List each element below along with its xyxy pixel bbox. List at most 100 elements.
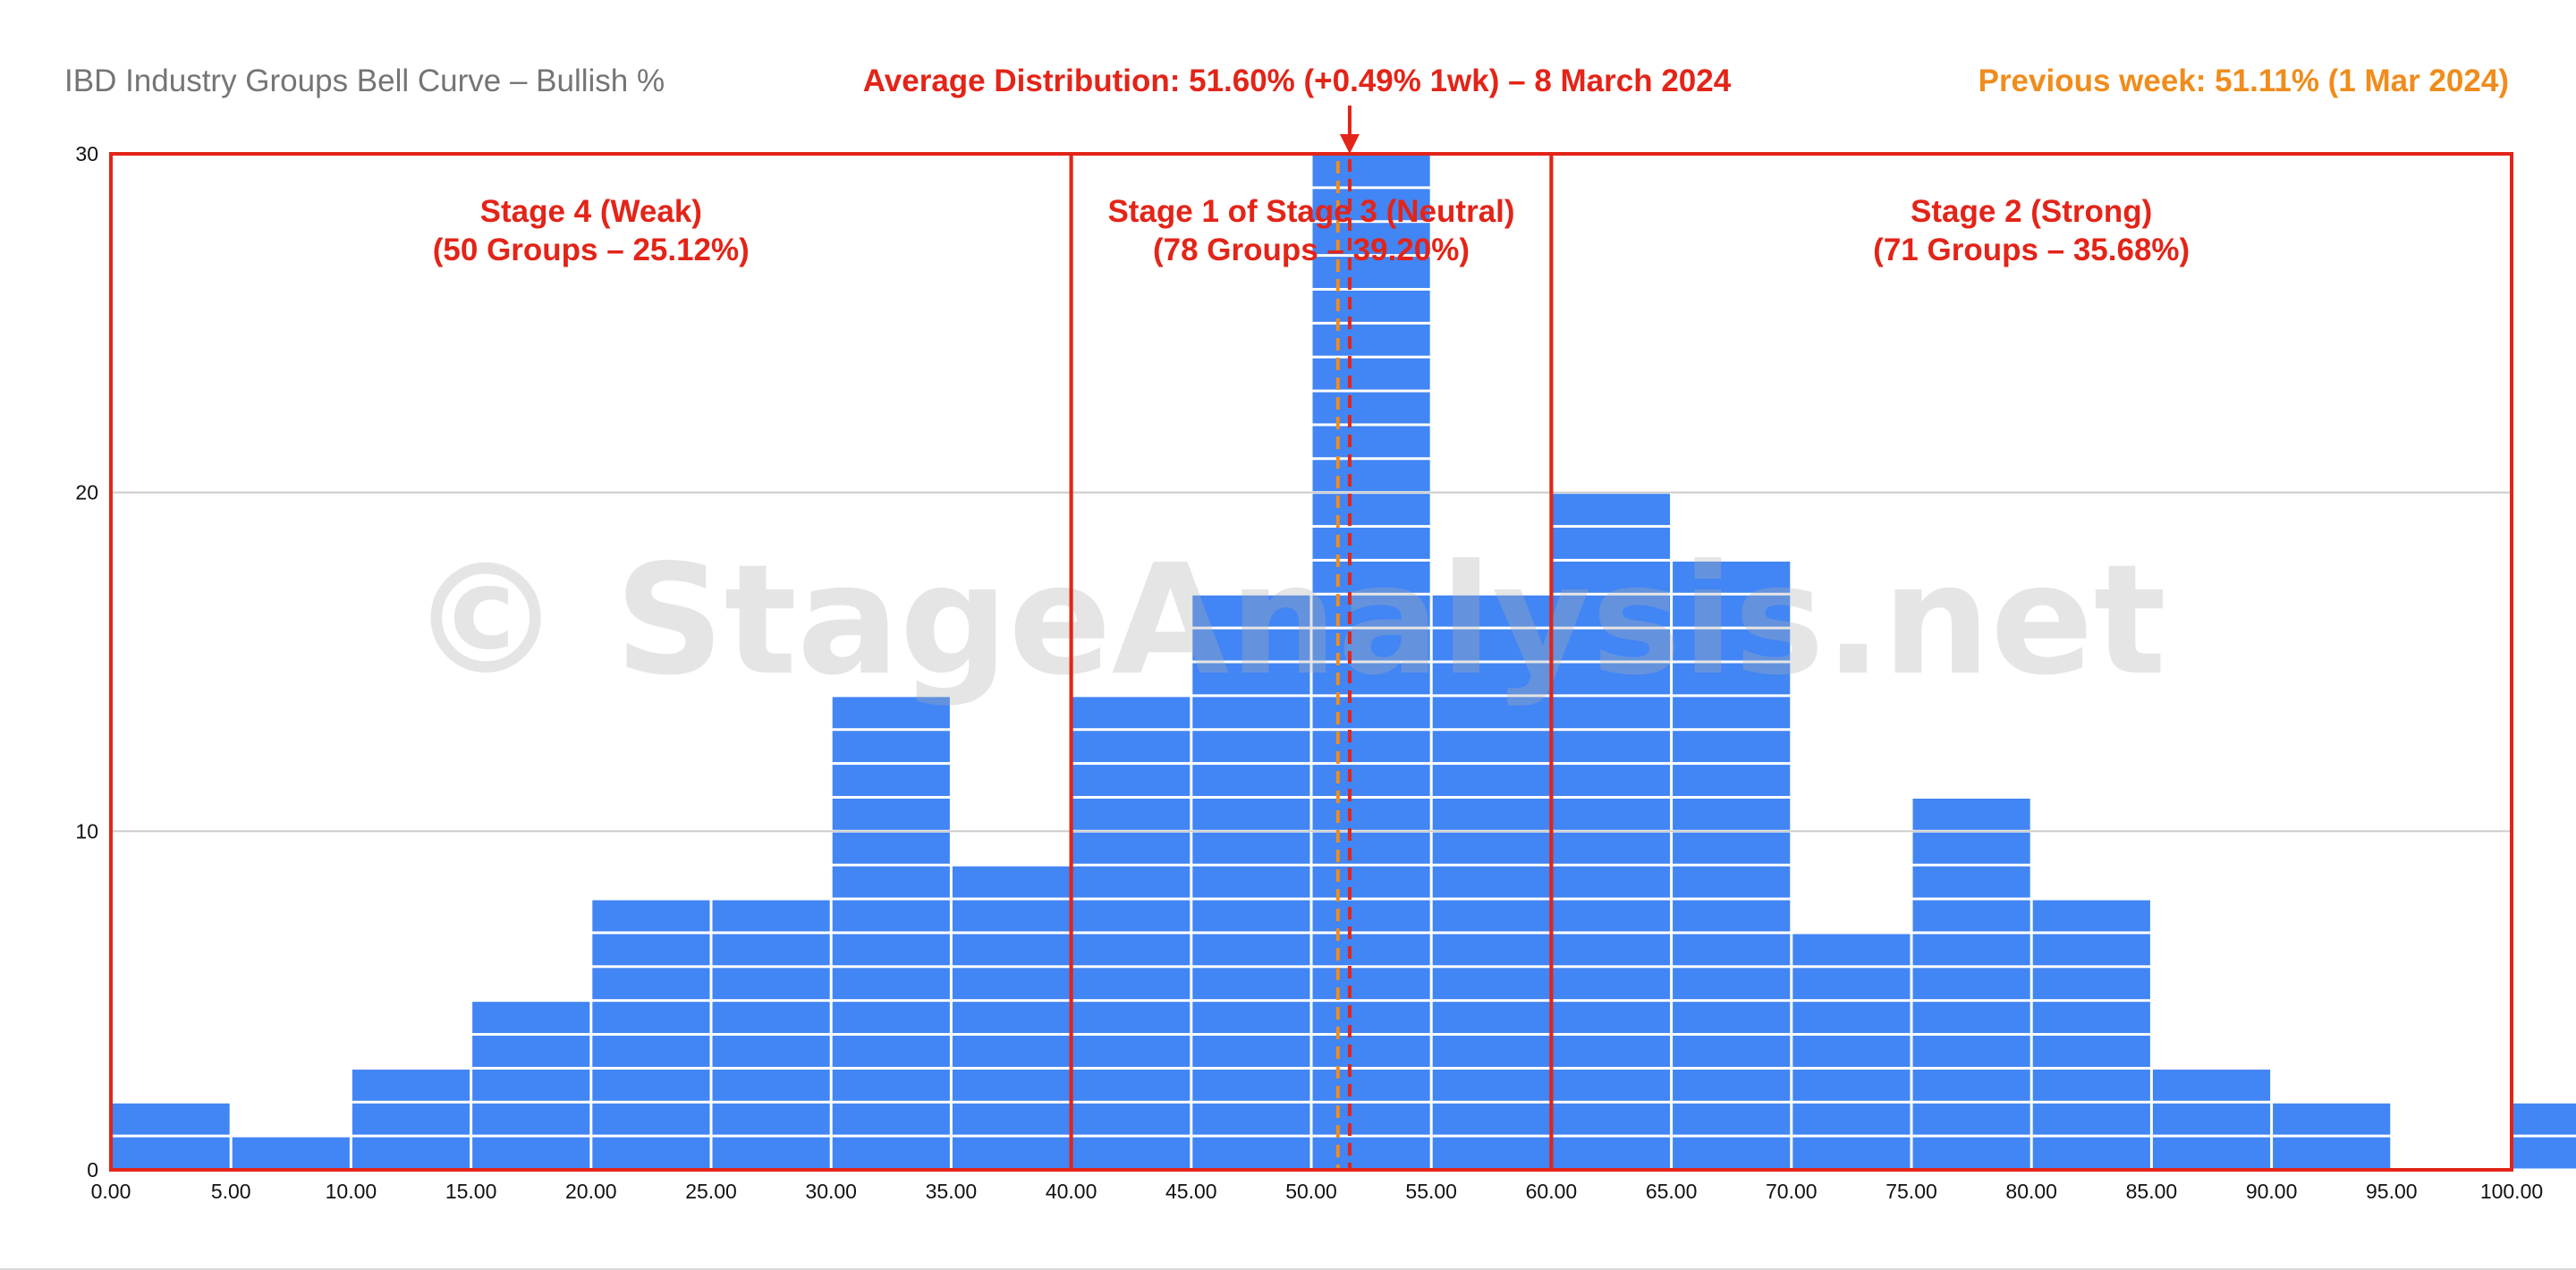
bar-segment xyxy=(1312,528,1430,559)
bar-segment xyxy=(1792,1002,1911,1034)
bar-segment xyxy=(1312,392,1430,424)
stage-zones: Stage 4 (Weak) (50 Groups – 25.12%) Stage … xyxy=(109,152,2513,1172)
stage-zone-subtitle: (78 Groups – 39.20%) xyxy=(1153,233,1470,267)
bar-segment xyxy=(1673,1002,1791,1034)
bar-segment xyxy=(1312,832,1430,864)
bar-segment xyxy=(832,1103,950,1135)
bar-segment xyxy=(232,1137,350,1169)
histogram-bar xyxy=(592,900,710,1169)
bar-segment xyxy=(1912,934,2030,966)
bar-segment xyxy=(1912,1103,2030,1135)
stage-zone-subtitle: (71 Groups – 35.68%) xyxy=(1873,233,2190,267)
bar-segment xyxy=(1312,798,1430,830)
x-tick-label: 100.00 xyxy=(2480,1180,2543,1203)
x-tick-label: 70.00 xyxy=(1766,1180,1818,1203)
bar-segment xyxy=(1432,595,1550,627)
bar-segment xyxy=(1552,900,1671,932)
bar-segment xyxy=(1312,290,1430,322)
bar-segment xyxy=(1432,629,1550,661)
bar-segment xyxy=(1792,1137,1911,1169)
x-tick-label: 20.00 xyxy=(565,1180,617,1203)
bar-segment xyxy=(832,900,950,932)
bar-segment xyxy=(952,934,1071,966)
bar-segment xyxy=(1192,629,1310,661)
bar-segment xyxy=(1312,765,1430,796)
bar-segment xyxy=(712,1002,830,1034)
bar-segment xyxy=(1912,798,2030,830)
bar-segment xyxy=(1432,968,1550,1000)
bar-segment xyxy=(1552,561,1671,593)
bar-segment xyxy=(1072,1137,1191,1169)
stage-zone-box xyxy=(1549,152,2513,1172)
bar-segment xyxy=(2032,1036,2150,1067)
bar-segment xyxy=(2032,1069,2150,1101)
bar-segment xyxy=(712,934,830,966)
bar-segment xyxy=(472,1069,590,1101)
bar-segment xyxy=(1312,358,1430,390)
x-tick-label: 60.00 xyxy=(1526,1180,1578,1203)
bar-segment xyxy=(952,866,1071,898)
bar-segment xyxy=(1552,798,1671,830)
bar-segment xyxy=(1792,1069,1911,1101)
bar-segment xyxy=(2512,1103,2576,1135)
bar-segment xyxy=(1912,832,2030,864)
y-axis: 0 10 20 30 xyxy=(75,142,98,1181)
bar-segment xyxy=(1072,934,1191,966)
bar-segment xyxy=(832,697,950,729)
bar-segment xyxy=(592,1103,710,1135)
bar-segment xyxy=(1912,866,2030,898)
bar-segment xyxy=(1432,934,1550,966)
x-tick-label: 15.00 xyxy=(445,1180,497,1203)
bar-segment xyxy=(1552,1002,1671,1034)
histogram-bar xyxy=(2512,1103,2576,1169)
bar-segment xyxy=(832,1069,950,1101)
bar-segment xyxy=(2032,968,2150,1000)
bar-segment xyxy=(352,1103,470,1135)
bar-segment xyxy=(1432,765,1550,796)
bar-segment xyxy=(832,866,950,898)
bar-segment xyxy=(1673,798,1791,830)
bar-segment xyxy=(832,798,950,830)
bar-segment xyxy=(1552,832,1671,864)
bar-segment xyxy=(1072,1002,1191,1034)
histogram-bar xyxy=(1192,595,1310,1169)
histogram-bars xyxy=(112,155,2576,1169)
bar-segment xyxy=(1312,731,1430,763)
x-axis: 0.00 5.00 10.00 15.00 20.00 25.00 30.00 35.00 40… xyxy=(91,1180,2544,1203)
bar-segment xyxy=(1072,1069,1191,1101)
histogram-bar xyxy=(952,866,1071,1169)
histogram-bar xyxy=(232,1137,350,1169)
bar-segment xyxy=(1192,595,1310,627)
bar-segment xyxy=(1912,1069,2030,1101)
bar-segment xyxy=(1552,629,1671,661)
bar-segment xyxy=(832,1036,950,1067)
bar-segment xyxy=(1552,731,1671,763)
bar-segment xyxy=(1192,1002,1310,1034)
bar-segment xyxy=(1552,934,1671,966)
bar-segment xyxy=(2032,1002,2150,1034)
bar-segment xyxy=(1552,1137,1671,1169)
bar-segment xyxy=(1072,1103,1191,1135)
bar-segment xyxy=(1792,968,1911,1000)
bar-segment xyxy=(1792,934,1911,966)
histogram-bar xyxy=(1912,798,2030,1169)
x-tick-label: 30.00 xyxy=(805,1180,857,1203)
x-tick-label: 75.00 xyxy=(1885,1180,1937,1203)
average-distribution-label: Average Distribution: 51.60% (+0.49% 1wk… xyxy=(863,64,1732,98)
bar-segment xyxy=(1432,697,1550,729)
bar-segment xyxy=(1673,663,1791,695)
bar-segment xyxy=(1432,900,1550,932)
bar-segment xyxy=(1312,1069,1430,1101)
bar-segment xyxy=(1673,1069,1791,1101)
bar-segment xyxy=(1312,629,1430,661)
bar-segment xyxy=(1312,460,1430,492)
stage-zone-subtitle: (50 Groups – 25.12%) xyxy=(433,233,750,267)
bar-segment xyxy=(1552,528,1671,559)
y-tick-label: 10 xyxy=(75,819,98,842)
bar-segment xyxy=(1432,1137,1550,1169)
bar-segment xyxy=(592,934,710,966)
x-tick-label: 40.00 xyxy=(1046,1180,1097,1203)
bar-segment xyxy=(1673,900,1791,932)
bar-segment xyxy=(952,1069,1071,1101)
previous-week-label: Previous week: 51.11% (1 Mar 2024) xyxy=(1979,64,2509,98)
